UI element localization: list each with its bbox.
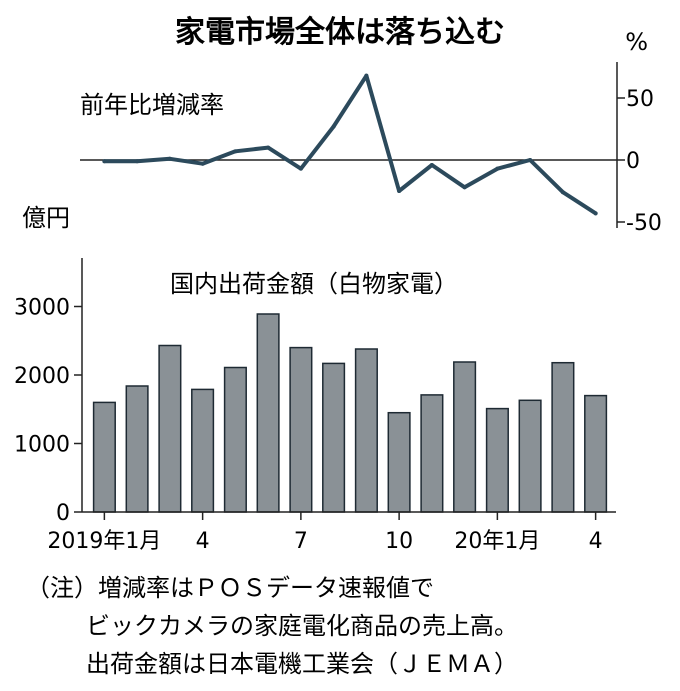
bar-chart: 0 1000 2000 3000 (14, 258, 616, 526)
shipment-bar (125, 385, 149, 513)
growth-rate-point (298, 166, 303, 171)
line-y-tick-label: 50 (626, 87, 654, 112)
note-line-3: 出荷金額は日本電機工業会（ＪＥＭＡ） (86, 650, 518, 678)
growth-rate-point (495, 166, 500, 171)
shipment-bar (256, 313, 280, 513)
shipment-bar (322, 362, 346, 513)
growth-rate-point (135, 159, 140, 164)
growth-rate-point (462, 185, 467, 190)
x-axis: 2019年1月 4 7 10 20年1月 4 (47, 512, 603, 554)
x-tick-label: 4 (196, 529, 210, 554)
bar-chart-label: 国内出荷金額（白物家電） (170, 270, 458, 298)
x-tick-label: 2019年1月 (47, 529, 161, 554)
note-line-1: （注）増減率はＰＯＳデータ速報値で (26, 574, 434, 602)
shipment-bar (191, 388, 215, 513)
shipment-bar (453, 361, 477, 513)
growth-rate-point (102, 159, 107, 164)
shipment-bar (387, 411, 411, 513)
line-chart-label: 前年比増減率 (80, 91, 224, 119)
growth-rate-point (528, 158, 533, 162)
shipment-bar (518, 399, 542, 513)
bar-y-tick-label: 2000 (14, 364, 70, 389)
shipment-bar (289, 346, 313, 513)
note-line-2: ビックカメラの家庭電化商品の売上高。 (86, 612, 518, 640)
growth-rate-point (560, 190, 565, 195)
growth-rate-point (593, 211, 598, 216)
x-tick-label: 4 (589, 529, 603, 554)
growth-rate-point (200, 161, 205, 166)
growth-rate-point (364, 73, 369, 78)
shipment-bar (420, 394, 444, 513)
shipment-bar (551, 361, 575, 513)
growth-rate-point (233, 149, 238, 154)
shipment-bar (158, 344, 182, 513)
shipment-bar (485, 407, 509, 513)
shipment-bar (584, 394, 608, 513)
chart-title: 家電市場全体は落ち込む (175, 15, 505, 50)
x-tick-label: 20年1月 (454, 529, 540, 554)
line-y-tick-label: -50 (626, 211, 662, 236)
growth-rate-point (429, 162, 434, 167)
growth-rate-line (102, 73, 598, 216)
shipment-bar (354, 348, 378, 513)
bar-y-tick-label: 3000 (14, 296, 70, 321)
line-chart: 50 0 -50 (80, 62, 662, 236)
bar-unit-label: 億円 (22, 204, 70, 232)
x-tick-label: 10 (385, 529, 413, 554)
growth-rate-point (331, 124, 336, 129)
growth-rate-point (397, 189, 402, 193)
shipment-bar (92, 401, 116, 513)
line-y-tick-label: 0 (626, 149, 640, 174)
growth-rate-point (167, 156, 172, 161)
x-tick-label: 7 (294, 529, 308, 554)
bar-y-tick-label: 1000 (14, 433, 70, 458)
growth-rate-point (266, 145, 271, 150)
line-unit-label: % (625, 28, 648, 56)
shipment-bar (223, 366, 247, 513)
bar-y-tick-label: 0 (56, 501, 70, 526)
